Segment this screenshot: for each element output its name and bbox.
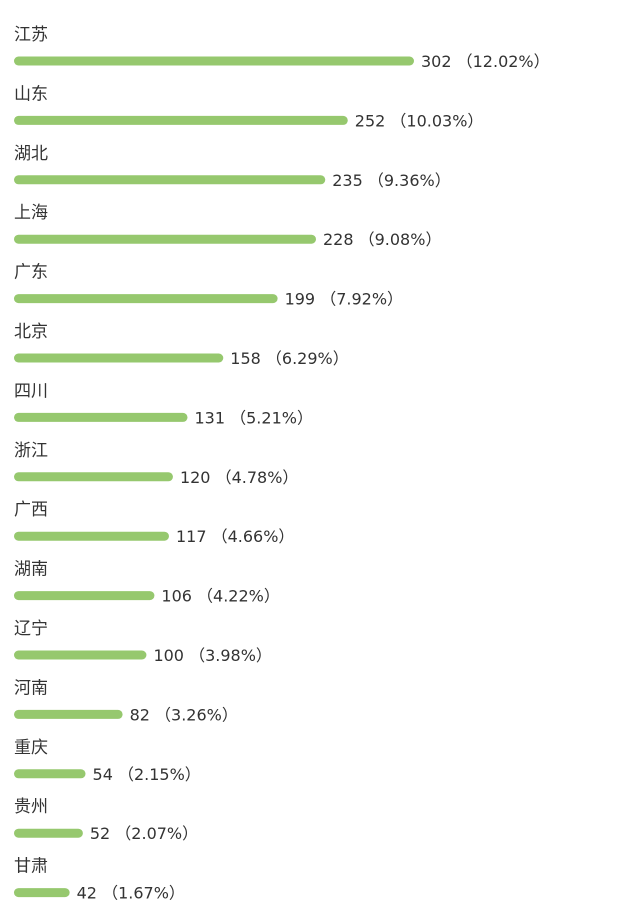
bar bbox=[14, 115, 348, 125]
category-label: 上海 bbox=[14, 203, 48, 223]
value-label: 54 （2.15%） bbox=[93, 765, 201, 784]
value-label: 228 （9.08%） bbox=[323, 230, 441, 249]
value-label: 252 （10.03%） bbox=[355, 111, 484, 130]
category-label: 甘肃 bbox=[14, 857, 48, 877]
category-label: 广东 bbox=[14, 263, 48, 283]
bar bbox=[14, 56, 414, 66]
category-label: 浙江 bbox=[14, 441, 48, 461]
value-label: 100 （3.98%） bbox=[153, 646, 271, 665]
value-label: 120 （4.78%） bbox=[180, 468, 298, 487]
category-label: 贵州 bbox=[14, 797, 48, 817]
bar bbox=[14, 531, 169, 541]
category-label: 湖北 bbox=[14, 144, 48, 164]
bar bbox=[14, 888, 70, 898]
category-label: 重庆 bbox=[14, 738, 48, 758]
value-label: 158 （6.29%） bbox=[230, 349, 348, 368]
category-label: 北京 bbox=[14, 322, 48, 342]
value-label: 302 （12.02%） bbox=[421, 52, 550, 71]
bar bbox=[14, 175, 326, 185]
category-label: 四川 bbox=[14, 381, 48, 401]
value-label: 42 （1.67%） bbox=[77, 884, 185, 903]
value-label: 52 （2.07%） bbox=[90, 824, 198, 843]
bar bbox=[14, 353, 224, 363]
bar bbox=[14, 650, 147, 660]
category-label: 江苏 bbox=[14, 25, 48, 45]
value-label: 117 （4.66%） bbox=[176, 527, 294, 546]
category-label: 山东 bbox=[14, 84, 48, 104]
category-label: 广西 bbox=[14, 500, 48, 520]
category-label: 河南 bbox=[14, 678, 48, 698]
value-label: 131 （5.21%） bbox=[195, 408, 313, 427]
bar bbox=[14, 709, 123, 719]
bar bbox=[14, 591, 155, 601]
value-label: 82 （3.26%） bbox=[130, 705, 238, 724]
bar bbox=[14, 472, 173, 482]
bar bbox=[14, 412, 188, 422]
category-label: 湖南 bbox=[14, 560, 48, 580]
bar bbox=[14, 769, 86, 779]
value-label: 199 （7.92%） bbox=[285, 290, 403, 309]
category-label: 辽宁 bbox=[14, 619, 48, 639]
value-label: 106 （4.22%） bbox=[161, 587, 279, 606]
bar bbox=[14, 828, 83, 838]
value-label: 235 （9.36%） bbox=[332, 171, 450, 190]
bar bbox=[14, 294, 278, 304]
bar bbox=[14, 234, 316, 244]
